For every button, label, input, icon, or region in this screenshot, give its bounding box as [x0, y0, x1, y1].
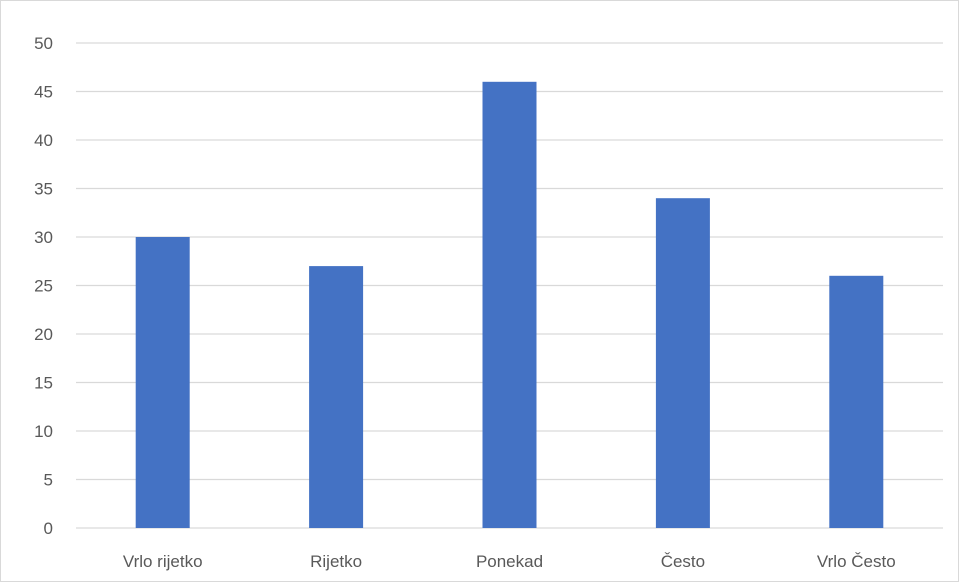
y-tick-label: 50: [34, 34, 53, 53]
x-tick-label: Često: [661, 552, 705, 571]
bar-2: [309, 266, 364, 528]
y-tick-label: 10: [34, 422, 53, 441]
y-tick-label: 5: [44, 471, 53, 490]
x-tick-label: Vrlo rijetko: [123, 552, 203, 571]
bar-5: [829, 275, 884, 528]
y-tick-label: 35: [34, 180, 53, 199]
bar-4: [655, 198, 710, 528]
y-tick-label: 25: [34, 277, 53, 296]
y-tick-label: 40: [34, 131, 53, 150]
x-axis-tick-labels: Vrlo rijetko Rijetko Ponekad Često Vrlo Čest…: [123, 552, 896, 571]
x-tick-label: Vrlo Često: [817, 552, 896, 571]
bars: [135, 81, 884, 529]
y-tick-label: 30: [34, 228, 53, 247]
x-tick-label: Ponekad: [476, 552, 543, 571]
x-tick-label: Rijetko: [310, 552, 362, 571]
bar-3: [482, 81, 537, 529]
y-tick-label: 15: [34, 374, 53, 393]
y-tick-label: 45: [34, 83, 53, 102]
y-axis-tick-labels: 0 5 10 15 20 25 30 35 40 45 50: [34, 34, 53, 538]
y-tick-label: 20: [34, 325, 53, 344]
bar-1: [135, 237, 190, 528]
y-tick-label: 0: [44, 519, 53, 538]
